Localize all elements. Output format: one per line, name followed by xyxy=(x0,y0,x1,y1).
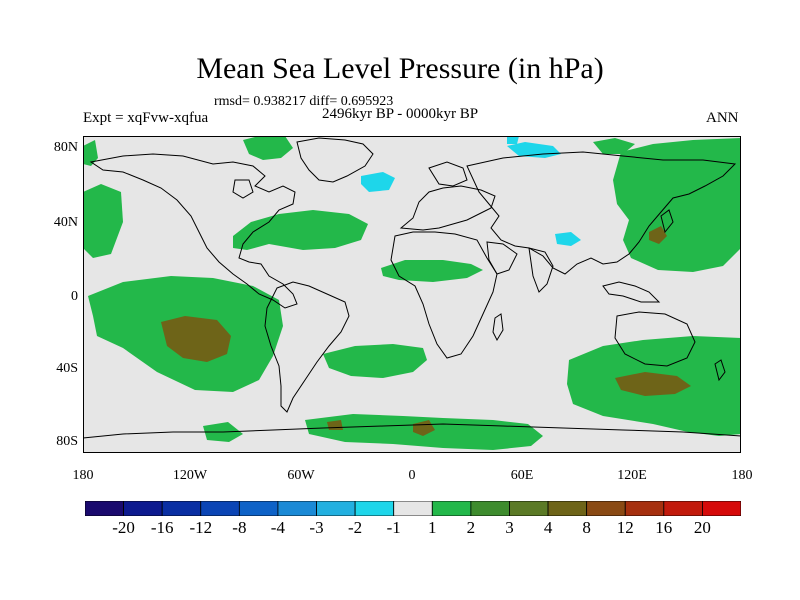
colorbar-box xyxy=(586,501,626,516)
lat-label: 80S xyxy=(56,434,78,449)
colorbar-box xyxy=(85,501,124,516)
experiment-label: Expt = xqFvw-xqfua xyxy=(83,110,209,126)
coastline-maritime xyxy=(602,281,661,303)
colorbar-box xyxy=(161,501,202,516)
coastline-europe xyxy=(399,185,496,231)
lon-label: 120E xyxy=(617,468,647,483)
lat-label: 40S xyxy=(56,361,78,376)
lat-label: 40N xyxy=(53,215,78,230)
coastline-arabia xyxy=(486,241,518,275)
colorbar-label: -16 xyxy=(150,518,174,537)
coastlines xyxy=(83,137,741,439)
lon-label: 60E xyxy=(510,468,534,483)
map-title: Mean Sea Level Pressure (in hPa) xyxy=(196,52,604,85)
anomaly-region-green xyxy=(83,184,123,258)
coastline-madagascar xyxy=(492,313,504,342)
season-label: ANN xyxy=(706,110,739,126)
lon-label: 0 xyxy=(408,468,416,483)
lon-label: 180 xyxy=(72,468,94,483)
colorbar-label: 2 xyxy=(466,518,476,537)
colorbar-label: 20 xyxy=(693,518,711,537)
colorbar-label: -1 xyxy=(386,518,401,537)
coastline-hudson-bay xyxy=(232,179,254,199)
coastline-antarctica xyxy=(83,423,741,439)
coastline-japan xyxy=(660,209,674,234)
colorbar-label: -8 xyxy=(232,518,247,537)
colorbar-box xyxy=(123,501,163,516)
colorbar-box xyxy=(238,501,279,516)
colorbar-box xyxy=(354,501,395,516)
colorbar-label: 16 xyxy=(655,518,673,537)
colorbar-label: 4 xyxy=(543,518,553,537)
period-label: 2496kyr BP - 0000kyr BP xyxy=(322,106,479,122)
lon-label: 120W xyxy=(172,468,208,483)
coastline-north-america xyxy=(89,153,298,309)
stats-label: rmsd= 0.938217 diff= 0.695923 xyxy=(214,94,394,109)
lat-label: 80N xyxy=(53,140,78,155)
colorbar-label: 3 xyxy=(505,518,514,537)
anomaly-region-green xyxy=(593,138,635,154)
colorbar-label: 1 xyxy=(428,518,437,537)
lon-label: 180 xyxy=(731,468,753,483)
colorbar-label: -2 xyxy=(348,518,363,537)
coastline-india xyxy=(528,247,554,293)
anomaly-region-green xyxy=(243,136,293,160)
map-frame xyxy=(83,136,741,453)
colorbar-label: -4 xyxy=(270,518,285,537)
colorbar-label: -20 xyxy=(112,518,135,537)
colorbar-box xyxy=(431,501,472,516)
map-panel xyxy=(83,136,741,453)
anomaly-region-cyan xyxy=(555,232,581,246)
colorbar-box xyxy=(702,501,741,516)
colorbar-label: -3 xyxy=(309,518,324,537)
colorbar-box xyxy=(509,501,549,516)
colorbar-box xyxy=(547,501,588,516)
colorbar-label: 12 xyxy=(616,518,634,537)
anomaly-region-olive xyxy=(649,226,667,244)
lon-label: 60W xyxy=(287,468,315,483)
lat-label: 0 xyxy=(71,289,78,304)
colorbar-box xyxy=(277,501,317,516)
coastline-scandinavia xyxy=(428,161,468,187)
anomaly-region-green xyxy=(613,138,741,272)
colorbar-box xyxy=(663,501,703,516)
colorbar-box xyxy=(316,501,356,516)
coastline-australia xyxy=(614,311,696,367)
colorbar-box xyxy=(200,501,240,516)
anomaly-region-cyan xyxy=(507,136,519,144)
anomaly-region-olive xyxy=(615,372,691,396)
anomaly-region-olive xyxy=(161,316,231,362)
anomaly-region-green xyxy=(83,140,98,166)
colorbar-box xyxy=(624,501,665,516)
colorbar-box xyxy=(470,501,510,516)
colorbar-box xyxy=(393,501,433,516)
coastline-greenland xyxy=(296,137,374,183)
colorbar xyxy=(85,501,741,516)
anomaly-region-green xyxy=(323,344,427,378)
anomaly-region-cyan xyxy=(361,172,395,192)
coastline-south-america xyxy=(264,281,350,413)
anomaly-region-green xyxy=(233,210,368,250)
anomaly-region-green xyxy=(381,260,483,282)
coastline-new-zealand xyxy=(714,359,726,382)
colorbar-label: 8 xyxy=(582,518,591,537)
colorbar-label: -12 xyxy=(189,518,213,537)
coastline-asia xyxy=(466,151,737,275)
coastline-africa xyxy=(390,231,498,359)
